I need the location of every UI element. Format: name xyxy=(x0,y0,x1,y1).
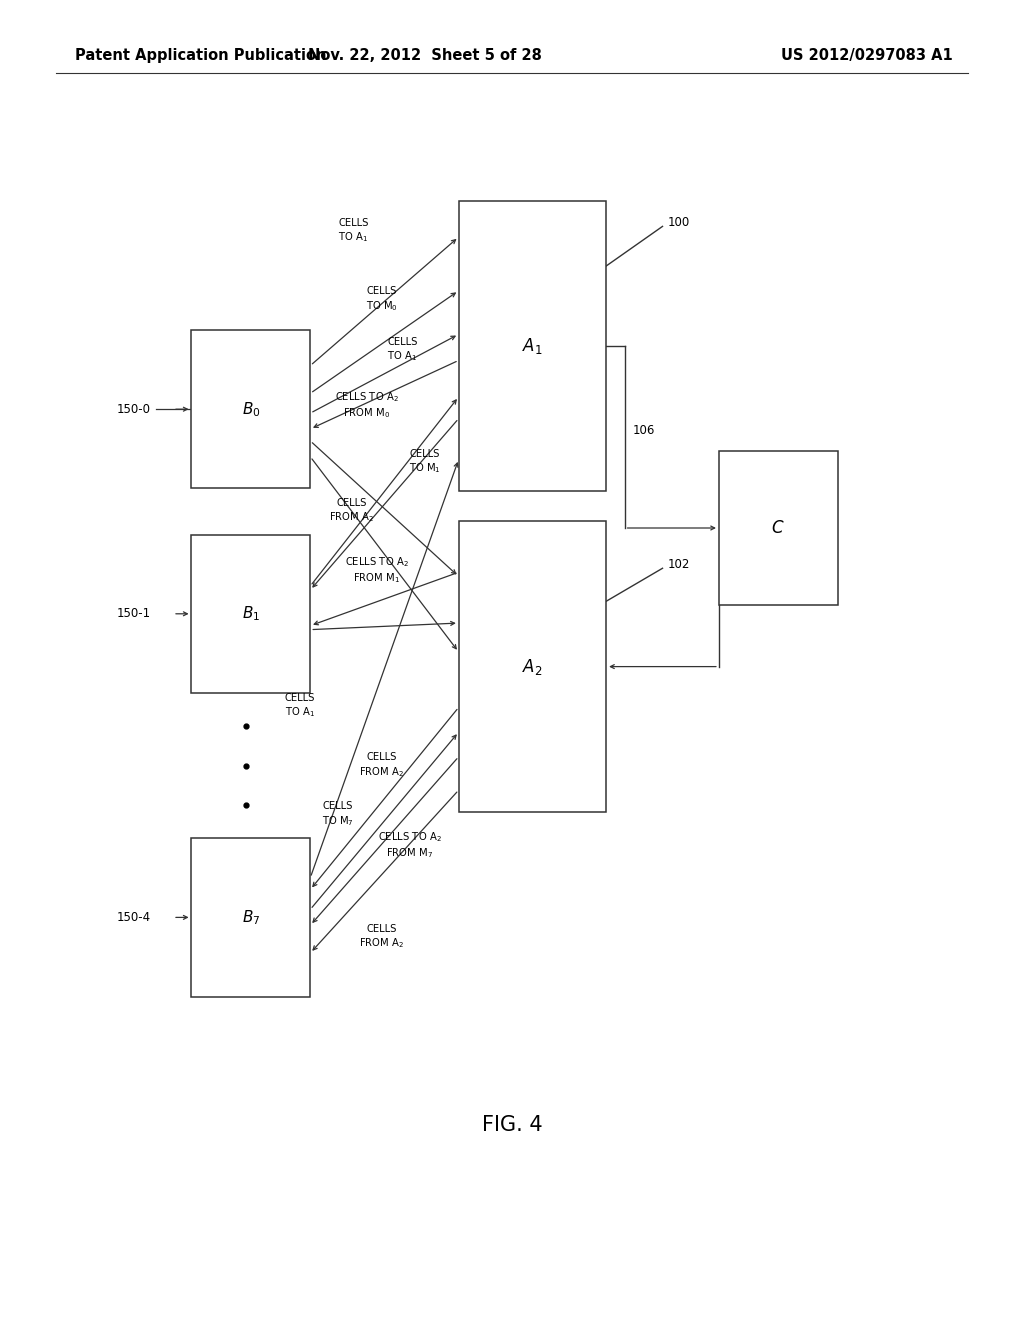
Text: US 2012/0297083 A1: US 2012/0297083 A1 xyxy=(780,48,952,63)
Text: $B_1$: $B_1$ xyxy=(242,605,260,623)
Text: CELLS
TO M$_7$: CELLS TO M$_7$ xyxy=(322,801,354,828)
Text: CELLS TO A$_2$
FROM M$_0$: CELLS TO A$_2$ FROM M$_0$ xyxy=(335,391,398,420)
Text: $B_0$: $B_0$ xyxy=(242,400,260,418)
Bar xyxy=(719,451,838,605)
Text: CELLS
FROM A$_2$: CELLS FROM A$_2$ xyxy=(329,498,374,524)
Text: 150-0: 150-0 xyxy=(117,403,151,416)
Text: CELLS
FROM A$_2$: CELLS FROM A$_2$ xyxy=(359,924,404,950)
Bar xyxy=(191,535,310,693)
Text: CELLS
TO A$_1$: CELLS TO A$_1$ xyxy=(338,218,369,244)
Text: 150-1: 150-1 xyxy=(117,607,151,620)
Text: CELLS
TO M$_0$: CELLS TO M$_0$ xyxy=(366,286,398,313)
Text: 150-4: 150-4 xyxy=(117,911,151,924)
Text: CELLS
TO A$_1$: CELLS TO A$_1$ xyxy=(285,693,315,719)
Bar xyxy=(459,521,606,812)
Bar xyxy=(459,201,606,491)
Text: $A_2$: $A_2$ xyxy=(522,656,543,677)
Text: $A_1$: $A_1$ xyxy=(522,335,543,356)
Text: Patent Application Publication: Patent Application Publication xyxy=(75,48,327,63)
Text: CELLS
TO M$_1$: CELLS TO M$_1$ xyxy=(409,449,441,475)
Text: 102: 102 xyxy=(668,558,690,570)
Text: CELLS TO A$_2$
FROM M$_1$: CELLS TO A$_2$ FROM M$_1$ xyxy=(345,556,409,585)
Text: Nov. 22, 2012  Sheet 5 of 28: Nov. 22, 2012 Sheet 5 of 28 xyxy=(308,48,542,63)
Text: CELLS
FROM A$_2$: CELLS FROM A$_2$ xyxy=(359,752,404,779)
Bar xyxy=(191,330,310,488)
Text: CELLS
TO A$_1$: CELLS TO A$_1$ xyxy=(387,337,418,363)
Text: $B_7$: $B_7$ xyxy=(242,908,260,927)
Text: FIG. 4: FIG. 4 xyxy=(481,1114,543,1135)
Text: 106: 106 xyxy=(633,424,655,437)
Text: CELLS TO A$_2$
FROM M$_7$: CELLS TO A$_2$ FROM M$_7$ xyxy=(378,830,441,859)
Text: $C$: $C$ xyxy=(771,519,785,537)
Text: 100: 100 xyxy=(668,216,690,228)
Bar xyxy=(191,838,310,997)
